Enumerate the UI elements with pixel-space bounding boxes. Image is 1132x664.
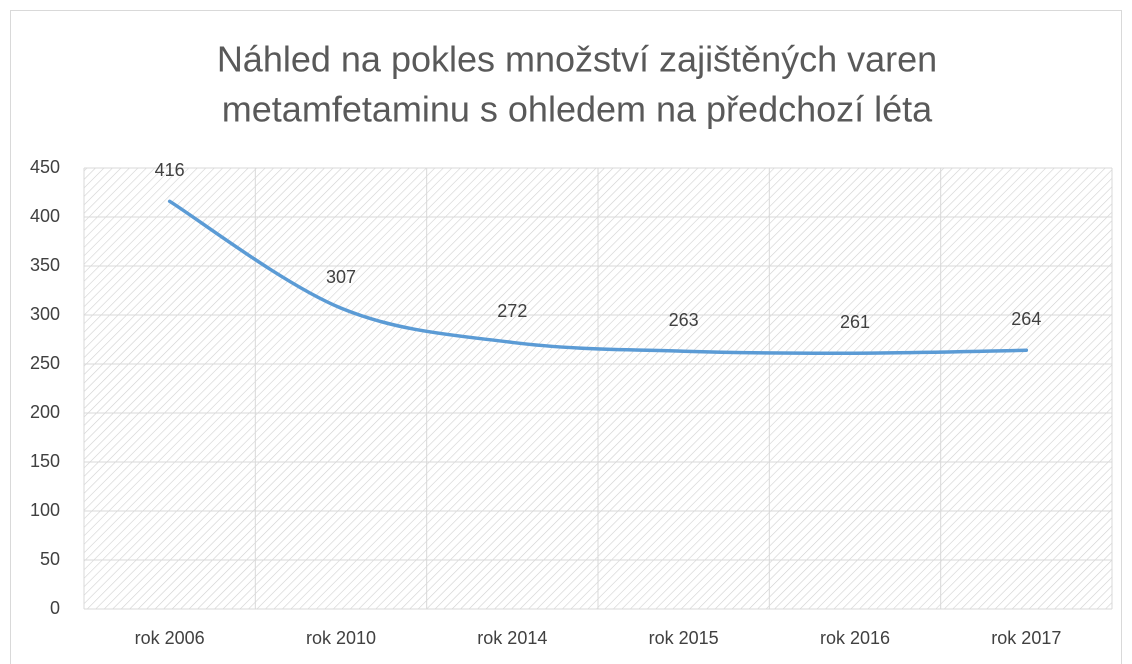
x-tick-label: rok 2017 [991, 628, 1061, 648]
data-line [167, 199, 1029, 356]
chart-title: metamfetaminu s ohledem na předchozí lét… [222, 89, 933, 130]
x-tick-label: rok 2016 [820, 628, 890, 648]
y-tick-label: 100 [30, 500, 60, 520]
x-tick-label: rok 2014 [477, 628, 547, 648]
data-label: 264 [1011, 309, 1041, 329]
chart-title: Náhled na pokles množství zajištěných va… [217, 39, 937, 80]
data-label: 416 [155, 160, 185, 180]
data-label: 263 [669, 310, 699, 330]
y-tick-label: 200 [30, 402, 60, 422]
y-tick-label: 400 [30, 206, 60, 226]
y-tick-label: 0 [50, 598, 60, 618]
x-tick-label: rok 2015 [649, 628, 719, 648]
x-tick-label: rok 2006 [135, 628, 205, 648]
y-tick-label: 300 [30, 304, 60, 324]
y-tick-label: 150 [30, 451, 60, 471]
data-label: 272 [497, 301, 527, 321]
data-label: 261 [840, 312, 870, 332]
y-tick-label: 450 [30, 157, 60, 177]
y-tick-label: 50 [40, 549, 60, 569]
y-tick-label: 250 [30, 353, 60, 373]
data-label: 307 [326, 267, 356, 287]
x-tick-label: rok 2010 [306, 628, 376, 648]
y-tick-label: 350 [30, 255, 60, 275]
